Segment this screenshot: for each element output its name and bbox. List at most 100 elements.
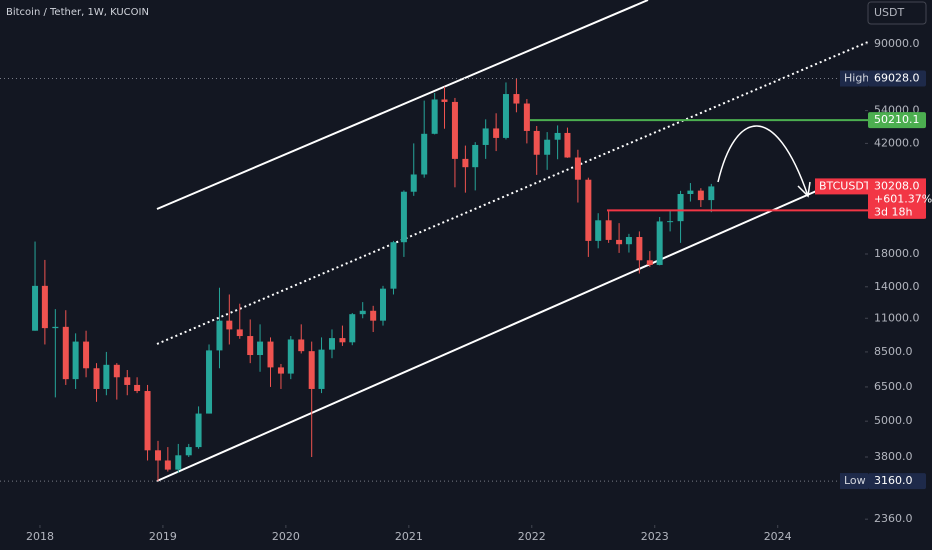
target-label: 50210.1: [868, 112, 926, 129]
candle-body: [513, 94, 520, 104]
channel-lower: [156, 184, 831, 482]
candle-body: [380, 288, 387, 321]
candle-body: [257, 341, 264, 356]
channel-mid: [156, 41, 869, 345]
candle-body: [636, 237, 643, 261]
candle-body: [124, 377, 131, 385]
candle-body: [62, 326, 69, 380]
last-price-box: [868, 178, 926, 219]
y-tick-label: 5000.0: [874, 414, 913, 427]
candle-body: [544, 139, 551, 155]
candle-body: [605, 220, 612, 240]
y-tick-label: 2360.0: [874, 512, 913, 525]
candle-body: [677, 194, 684, 222]
symbol: BTCUSDT: [819, 179, 871, 192]
candle-body: [328, 338, 335, 350]
high-label-box: [868, 70, 926, 87]
candle-body: [390, 242, 397, 289]
projection-arc: [717, 125, 809, 197]
last-price-tag: 30208.0+601.37%3d 18h: [868, 178, 932, 219]
candle-body: [421, 133, 428, 175]
low-name-box: [840, 473, 868, 490]
candle-body: [236, 329, 243, 337]
candle-body: [267, 341, 274, 368]
y-tick-label: 90000.0: [874, 37, 920, 50]
x-tick-label: 2021: [395, 530, 423, 543]
x-tick-label: 2020: [272, 530, 300, 543]
currency-button[interactable]: [867, 1, 927, 25]
candle-body: [585, 179, 592, 241]
candle-body: [656, 221, 663, 265]
target-label-text: 50210.1: [874, 113, 920, 126]
high-name-box: [840, 70, 868, 87]
candle-body: [339, 338, 346, 343]
candle-body: [83, 341, 90, 369]
candle-body: [308, 351, 315, 389]
target-label-box: [868, 112, 926, 129]
candle-body: [697, 190, 704, 201]
last-price: 30208.0: [874, 179, 920, 192]
candle-body: [370, 310, 377, 321]
candle-body: [472, 144, 479, 168]
symbol-box: [815, 178, 868, 195]
candle-body: [410, 174, 417, 192]
candle-body: [287, 339, 294, 374]
candle-body: [32, 285, 39, 331]
candle-body: [164, 460, 171, 470]
candle-body: [533, 130, 540, 155]
candle-body: [52, 326, 59, 329]
candle-body: [482, 128, 489, 145]
candle-body: [298, 339, 305, 352]
low-label-text: 3160.0: [874, 474, 913, 487]
candle-body: [462, 158, 469, 168]
y-tick-label: 3800.0: [874, 450, 913, 463]
candle-body: [595, 220, 602, 241]
candle-body: [616, 239, 623, 245]
y-tick-label: 42000.0: [874, 136, 920, 149]
low-name: Low: [844, 474, 866, 487]
candle-body: [687, 190, 694, 195]
y-tick-label: 8500.0: [874, 345, 913, 358]
x-tick-label: 2019: [149, 530, 177, 543]
candle-body: [625, 237, 632, 245]
candle-body: [564, 132, 571, 158]
candle-body: [708, 186, 715, 201]
candle-body: [277, 367, 284, 374]
high-name: High: [844, 72, 869, 85]
candle-body: [226, 320, 233, 330]
y-tick-label: 18000.0: [874, 247, 920, 260]
candle-body: [185, 447, 192, 456]
arrow-head: [797, 181, 811, 198]
candle-body: [206, 350, 213, 414]
low-label-box: [868, 473, 926, 490]
currency[interactable]: USDT: [874, 6, 905, 19]
plot: [32, 78, 715, 482]
candle-body: [175, 455, 182, 470]
candle-body: [93, 368, 100, 389]
countdown: 3d 18h: [874, 205, 912, 218]
candle-body: [554, 132, 561, 140]
candle-body: [441, 99, 448, 102]
candle-body: [318, 349, 325, 389]
candle-body: [216, 320, 223, 351]
y-tick-label: 11000.0: [874, 311, 920, 324]
y-tick-label: 14000.0: [874, 280, 920, 293]
high-label: 69028.0: [868, 70, 926, 87]
candle-body: [247, 336, 254, 356]
candle-body: [359, 310, 366, 315]
x-tick-label: 2023: [641, 530, 669, 543]
candle-body: [502, 94, 509, 138]
y-tick-label: 6500.0: [874, 380, 913, 393]
candle-body: [113, 364, 120, 378]
candle-body: [451, 101, 458, 159]
candle-body: [523, 103, 530, 131]
candle-body: [400, 191, 407, 243]
candle-body: [349, 314, 356, 343]
candle-body: [103, 364, 110, 389]
low-label: 3160.0: [868, 473, 926, 490]
x-tick-label: 2022: [518, 530, 546, 543]
candle-body: [72, 341, 79, 380]
candle-body: [574, 157, 581, 180]
candle-body: [195, 413, 202, 448]
